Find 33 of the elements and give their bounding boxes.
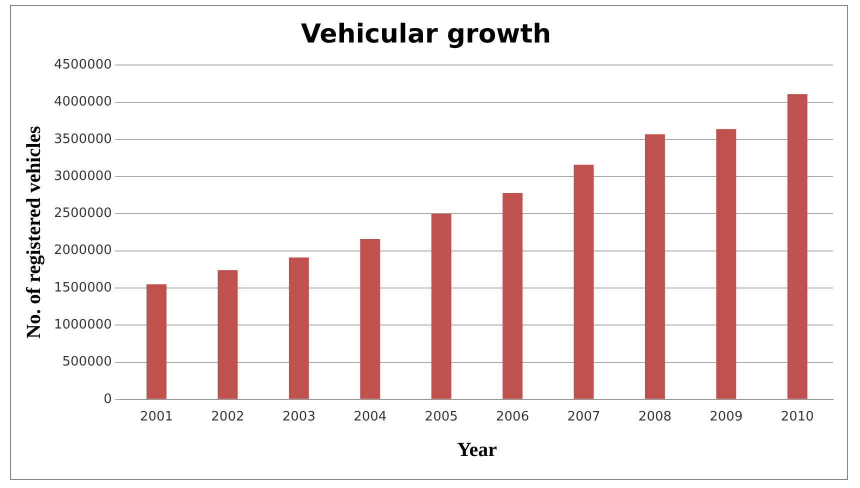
y-tick-label: 1500000 [54,280,112,296]
x-tick-label: 2004 [354,410,387,425]
y-axis-title: No. of registered vehicles [23,126,46,339]
bar [787,94,808,399]
x-tick-label: 2007 [567,410,600,425]
bar [502,192,523,399]
bar [431,214,452,399]
bar [574,164,594,399]
x-tick-label: 2003 [282,410,316,425]
y-tick-label: 2000000 [54,243,112,258]
bar [218,270,238,399]
bar [288,258,309,399]
y-tick-label: 500000 [62,354,112,370]
y-tick-label: 1000000 [54,318,112,333]
bar [645,134,665,399]
x-tick-label: 2005 [424,410,458,425]
y-tick-label: 4500000 [54,58,112,73]
y-tick-label: 3000000 [54,168,112,184]
y-tick-label: 0 [104,392,112,407]
bar [360,238,380,399]
x-tick-label: 2002 [211,410,244,425]
bar [716,129,736,399]
y-tick-label: 3500000 [54,132,112,147]
y-tick-label: 2500000 [54,206,112,222]
x-tick-label: 2006 [496,410,530,425]
x-tick-label: 2009 [710,410,743,425]
y-tick-label: 4000000 [54,94,112,110]
bar [146,284,166,399]
chart-title: Vehicular growth [300,19,552,50]
x-tick-label: 2001 [140,410,174,425]
x-axis-title: Year [456,439,498,462]
x-tick-label: 2008 [638,410,672,425]
x-tick-label: 2010 [780,410,814,425]
